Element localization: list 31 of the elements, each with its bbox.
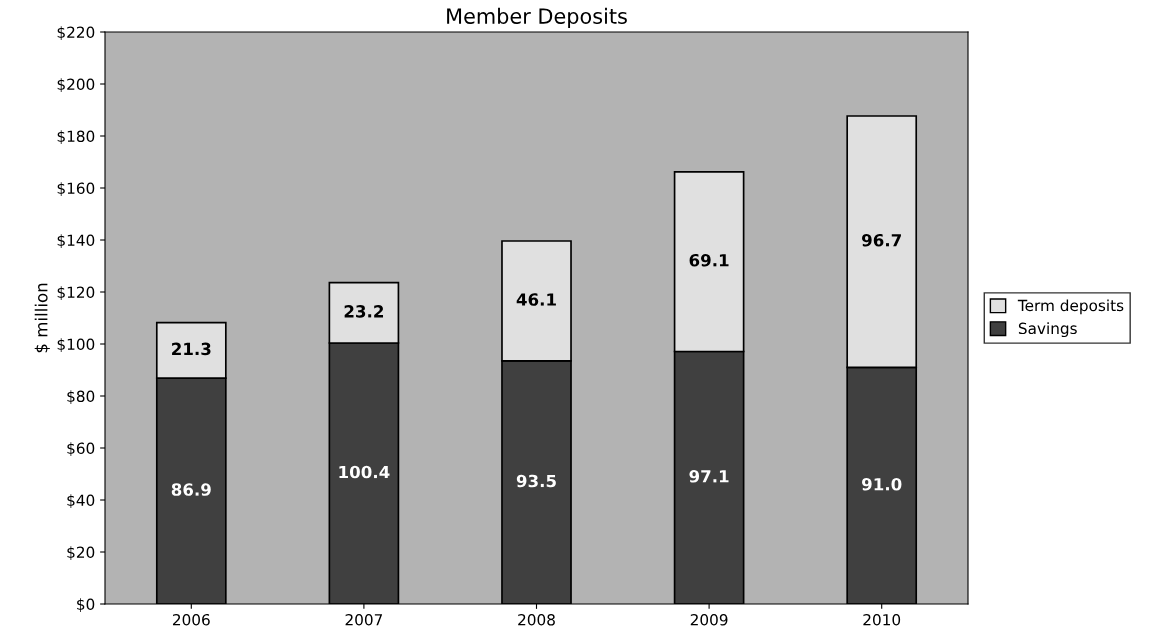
data-label: 23.2	[344, 305, 384, 318]
data-label: 96.7	[862, 233, 901, 247]
y-tick-label: $160	[57, 182, 95, 197]
y-tick-label: $80	[67, 390, 95, 405]
x-tick-label: 2010	[863, 613, 901, 626]
y-axis-title: $ million	[34, 283, 50, 353]
x-tick-label: 2007	[345, 613, 383, 626]
data-label: 97.1	[689, 470, 729, 483]
data-label: 93.5	[516, 474, 556, 488]
y-tick-label: $100	[57, 338, 95, 353]
y-tick-label: $40	[67, 494, 95, 509]
y-tick-label: $220	[57, 26, 95, 41]
y-tick-label: $60	[67, 442, 95, 457]
x-tick-label: 2008	[518, 613, 555, 626]
y-tick-label: $20	[67, 546, 95, 561]
x-tick-label: 2009	[690, 613, 728, 626]
y-tick-label: $120	[57, 286, 95, 301]
legend-label: Term deposits	[1017, 299, 1124, 315]
chart-title: Member Deposits	[447, 7, 627, 28]
y-tick-label: $200	[57, 78, 95, 93]
legend-label: Savings	[1018, 322, 1077, 338]
data-label: 86.9	[171, 483, 211, 496]
y-tick-label: $0	[77, 598, 95, 613]
data-label: 46.1	[516, 293, 556, 306]
data-label: 100.4	[339, 465, 390, 479]
data-label: 69.1	[689, 253, 729, 267]
y-tick-label: $180	[57, 130, 95, 145]
data-label: 91.0	[862, 477, 902, 491]
y-tick-label: $140	[57, 234, 95, 249]
data-label: 21.3	[172, 342, 211, 356]
x-tick-label: 2006	[172, 613, 210, 626]
